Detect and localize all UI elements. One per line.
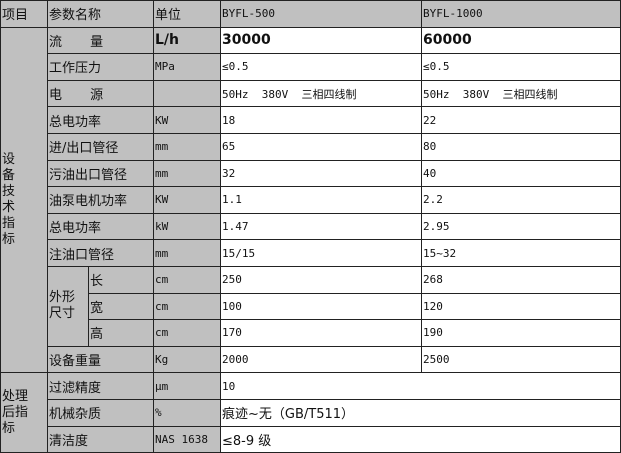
value: ≤8-9 级 bbox=[220, 425, 621, 453]
param-name: 油泵电机功率 bbox=[46, 186, 155, 214]
param-name: 长 bbox=[87, 265, 155, 294]
unit: mm bbox=[153, 239, 222, 267]
value-model-1: 65 bbox=[220, 132, 423, 161]
value-model-1: 18 bbox=[220, 106, 423, 134]
param-name: 机械杂质 bbox=[46, 398, 155, 427]
value-model-2: 190 bbox=[421, 319, 621, 347]
table-row: 清洁度 NAS 1638 ≤8-9 级 bbox=[1, 425, 621, 453]
param-label: 电 源 bbox=[49, 88, 116, 104]
header-model-2: BYFL-1000 bbox=[421, 0, 621, 28]
unit: KW bbox=[153, 186, 222, 214]
param-name: 高 bbox=[87, 319, 155, 347]
table-row: 电 源 50Hz 380V 三相四线制 50Hz 380V 三相四线制 bbox=[1, 79, 621, 108]
value-model-2: 50Hz 380V 三相四线制 bbox=[421, 79, 621, 108]
unit: mm bbox=[153, 132, 222, 161]
param-name: 电 源 bbox=[46, 79, 155, 108]
param-name: 进/出口管径 bbox=[46, 132, 155, 161]
table-row: 总电功率 kW 1.47 2.95 bbox=[1, 212, 621, 241]
value-model-1: 170 bbox=[220, 319, 423, 347]
group-equipment: 设备技术指标 bbox=[0, 26, 48, 374]
header-param: 参数名称 bbox=[46, 0, 155, 28]
param-name: 过滤精度 bbox=[46, 372, 155, 400]
group-dimensions-label: 外形尺寸 bbox=[49, 290, 76, 322]
table-row: 高 cm 170 190 bbox=[1, 319, 621, 347]
value-model-2: 40 bbox=[421, 159, 621, 188]
table-row: 进/出口管径 mm 65 80 bbox=[1, 132, 621, 161]
param-label: 流 量 bbox=[49, 34, 116, 50]
value-model-1: 50Hz 380V 三相四线制 bbox=[220, 79, 423, 108]
table-row: 总电功率 KW 18 22 bbox=[1, 106, 621, 134]
value-model-1: 250 bbox=[220, 265, 423, 294]
unit: cm bbox=[153, 292, 222, 321]
value: 10 bbox=[220, 372, 621, 400]
unit: cm bbox=[153, 319, 222, 347]
value-model-2: 60000 bbox=[421, 26, 621, 55]
param-name: 总电功率 bbox=[46, 212, 155, 241]
value-model-2: 22 bbox=[421, 106, 621, 134]
value: 痕迹~无（GB/T511） bbox=[220, 398, 621, 427]
table-row: 宽 cm 100 120 bbox=[1, 292, 621, 321]
value-model-1: ≤0.5 bbox=[220, 53, 423, 81]
value-model-2: 268 bbox=[421, 265, 621, 294]
value-model-2: 2.2 bbox=[421, 186, 621, 214]
value-model-1: 30000 bbox=[220, 26, 423, 55]
table-row: 注油口管径 mm 15/15 15~32 bbox=[1, 239, 621, 267]
header-item: 项目 bbox=[0, 0, 48, 28]
table-row: 机械杂质 % 痕迹~无（GB/T511） bbox=[1, 398, 621, 427]
unit: NAS 1638 bbox=[153, 425, 222, 453]
unit: kW bbox=[153, 212, 222, 241]
unit bbox=[153, 79, 222, 108]
param-name: 流 量 bbox=[46, 26, 155, 55]
table-row: 油泵电机功率 KW 1.1 2.2 bbox=[1, 186, 621, 214]
value-model-1: 32 bbox=[220, 159, 423, 188]
group-dimensions: 外形尺寸 bbox=[47, 265, 89, 347]
value-model-2: 2.95 bbox=[421, 212, 621, 241]
value-model-1: 100 bbox=[220, 292, 423, 321]
unit: MPa bbox=[153, 53, 222, 81]
table-row: 外形尺寸 长 cm 250 268 bbox=[1, 265, 621, 347]
value-model-1: 1.1 bbox=[220, 186, 423, 214]
param-name: 设备重量 bbox=[46, 345, 155, 374]
group-equipment-label: 设备技术指标 bbox=[2, 151, 16, 247]
param-name: 总电功率 bbox=[46, 106, 155, 134]
param-name: 污油出口管径 bbox=[46, 159, 155, 188]
table-row: 工作压力 MPa ≤0.5 ≤0.5 bbox=[1, 53, 621, 81]
group-treatment: 处理后指标 bbox=[0, 372, 48, 453]
unit: % bbox=[153, 398, 222, 427]
table-row: 设备技术指标 流 量 L/h 30000 60000 bbox=[0, 26, 621, 374]
value-model-1: 1.47 bbox=[220, 212, 423, 241]
table-row: 污油出口管径 mm 32 40 bbox=[1, 159, 621, 188]
table-row: 处理后指标 过滤精度 μm 10 bbox=[0, 372, 621, 453]
table-row: 设备重量 Kg 2000 2500 bbox=[1, 345, 621, 374]
unit: cm bbox=[153, 265, 222, 294]
param-name: 工作压力 bbox=[46, 53, 155, 81]
unit: mm bbox=[153, 159, 222, 188]
value-model-1: 2000 bbox=[220, 345, 423, 374]
value-model-2: 15~32 bbox=[421, 239, 621, 267]
param-name: 宽 bbox=[87, 292, 155, 321]
header-row: 项目 参数名称 单位 BYFL-500 BYFL-1000 bbox=[0, 0, 621, 28]
unit: Kg bbox=[153, 345, 222, 374]
unit: L/h bbox=[153, 26, 222, 55]
value-model-2: ≤0.5 bbox=[421, 53, 621, 81]
unit: μm bbox=[153, 372, 222, 400]
header-unit: 单位 bbox=[153, 0, 222, 28]
param-name: 注油口管径 bbox=[46, 239, 155, 267]
header-model-1: BYFL-500 bbox=[220, 0, 423, 28]
group-treatment-label: 处理后指标 bbox=[2, 388, 29, 436]
value-model-2: 80 bbox=[421, 132, 621, 161]
unit: KW bbox=[153, 106, 222, 134]
value-model-1: 15/15 bbox=[220, 239, 423, 267]
value-model-2: 2500 bbox=[421, 345, 621, 374]
param-name: 清洁度 bbox=[46, 425, 155, 453]
value-model-2: 120 bbox=[421, 292, 621, 321]
